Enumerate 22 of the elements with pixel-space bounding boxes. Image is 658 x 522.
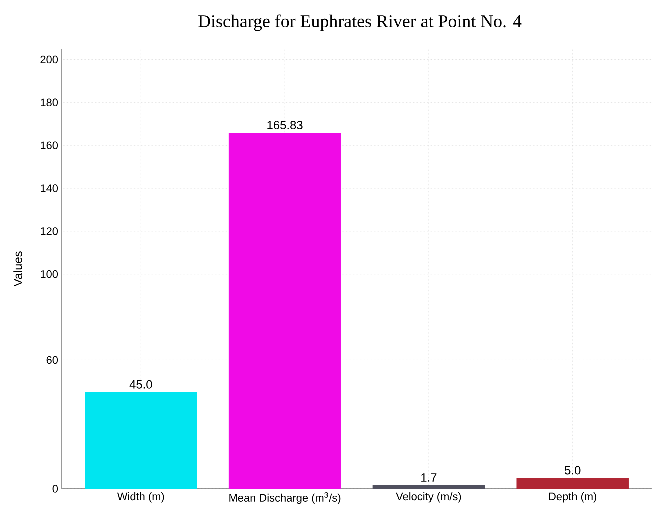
bar (228, 133, 342, 489)
bar (372, 485, 486, 489)
y-tick-label: 120 (41, 228, 58, 236)
data-label: 165.83 (268, 121, 303, 130)
y-tick-label: 140 (41, 184, 58, 192)
y-tick-label: 200 (40, 56, 58, 64)
y-tick-label: 0 (52, 485, 58, 493)
y-tick-label: 180 (41, 98, 58, 107)
data-label: 1.7 (422, 474, 437, 482)
data-label: 45.0 (130, 380, 152, 389)
y-tick-label: 60 (46, 356, 58, 364)
x-tick-label: Depth (m) (549, 492, 597, 503)
y-tick-label: 100 (41, 270, 58, 278)
x-tick-label: Width (m) (117, 492, 164, 503)
bar (516, 478, 629, 489)
x-tick-label: Mean Discharge (m$^{3}$/s) (230, 492, 341, 504)
data-label: 5.0 (565, 466, 581, 475)
y-tick-label: 160 (41, 142, 58, 150)
bar (85, 392, 198, 489)
y-axis-title: Values (14, 252, 22, 287)
x-tick-label: Velocity (m/s) (396, 492, 462, 503)
chart-title: Discharge for Euphrates River at Point No. 4 (198, 14, 522, 32)
